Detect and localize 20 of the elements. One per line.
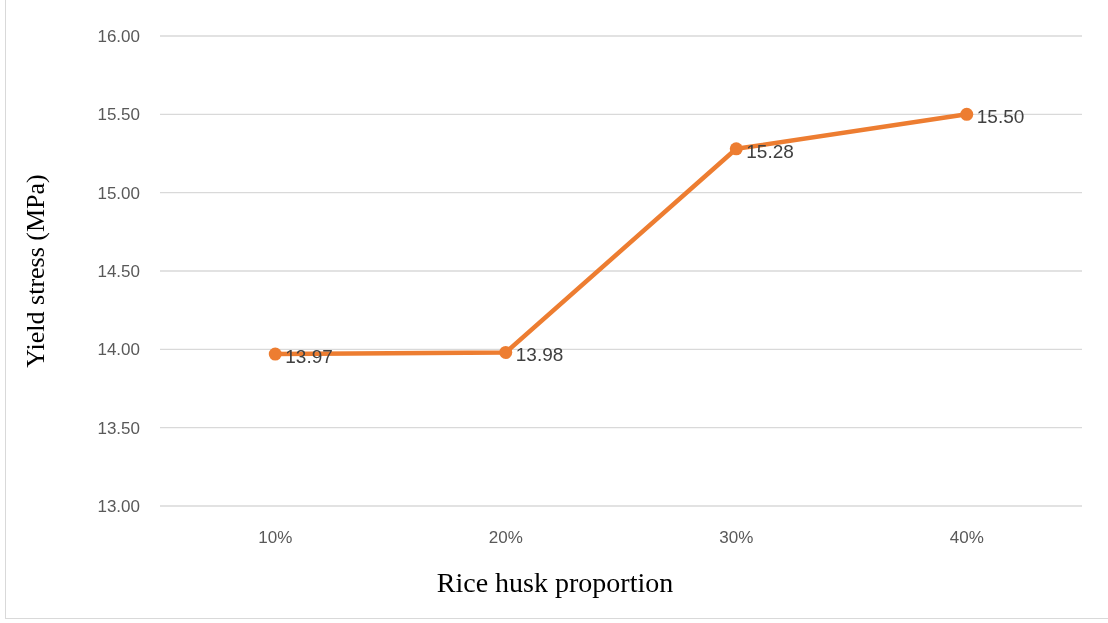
- data-label: 15.50: [976, 106, 1025, 128]
- point: [499, 345, 513, 359]
- y-tick-label: 14.00: [97, 340, 140, 360]
- y-axis-title: Yield stress (MPa): [21, 174, 50, 368]
- point: [729, 142, 743, 156]
- x-tick-label: 40%: [949, 528, 984, 547]
- data-label: 13.98: [515, 344, 564, 366]
- x-tick-label: 30%: [719, 528, 754, 547]
- y-tick-label: 13.50: [97, 418, 140, 438]
- y-tick-label: 16.00: [97, 26, 140, 46]
- data-label: 15.28: [746, 140, 794, 162]
- y-tick-label: 14.50: [97, 261, 140, 281]
- y-tick-label: 15.00: [97, 183, 140, 203]
- y-tick-label: 13.00: [97, 496, 140, 516]
- x-tick-label: 10%: [258, 528, 293, 547]
- point: [960, 107, 974, 121]
- y-tick-label: 15.50: [97, 105, 140, 125]
- x-axis-title: Rice husk proportion: [436, 567, 674, 598]
- x-tick-label: 20%: [488, 528, 523, 547]
- point: [268, 347, 282, 361]
